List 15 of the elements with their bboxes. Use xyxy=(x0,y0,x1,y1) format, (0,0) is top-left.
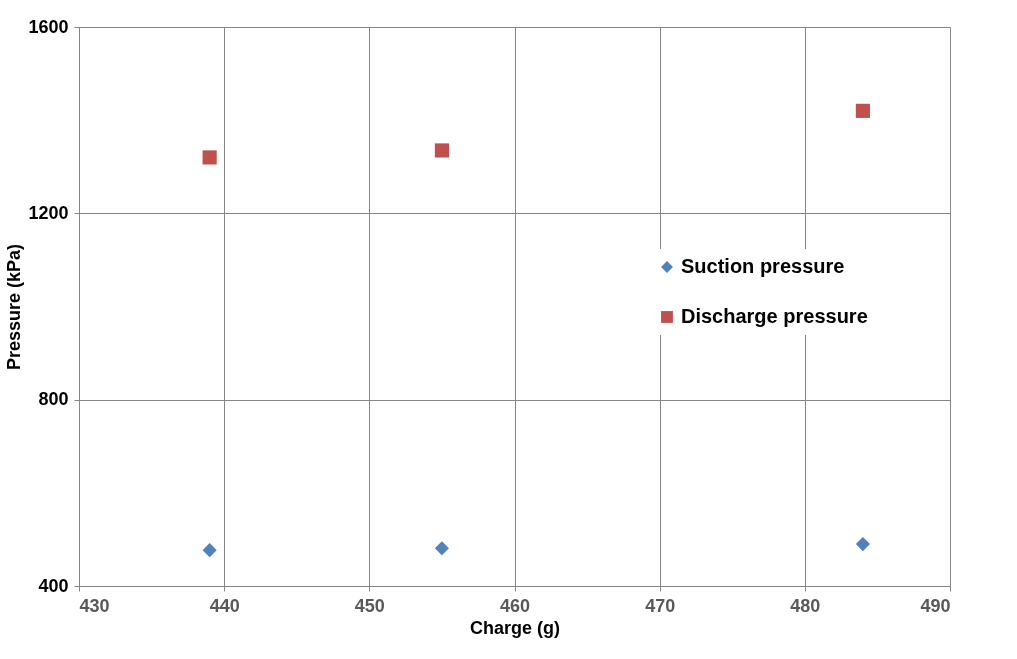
x-tick-label: 490 xyxy=(920,595,951,616)
x-tick-label: 440 xyxy=(209,595,240,616)
x-tick-label: 450 xyxy=(354,595,385,616)
x-tick-label: 470 xyxy=(645,595,676,616)
x-tick-label: 480 xyxy=(790,595,821,616)
legend-label: Suction pressure xyxy=(681,255,845,277)
y-tick-label: 800 xyxy=(38,389,69,410)
x-axis-title: Charge (g) xyxy=(470,617,561,638)
legend-label: Discharge pressure xyxy=(681,305,868,327)
x-tick-label: 460 xyxy=(499,595,531,616)
y-axis-title: Pressure (kPa) xyxy=(4,243,25,371)
x-tick-label: 430 xyxy=(79,595,110,616)
y-tick-label: 400 xyxy=(38,575,69,596)
y-tick-label: 1600 xyxy=(28,16,69,37)
y-tick-label: 1200 xyxy=(28,202,69,223)
